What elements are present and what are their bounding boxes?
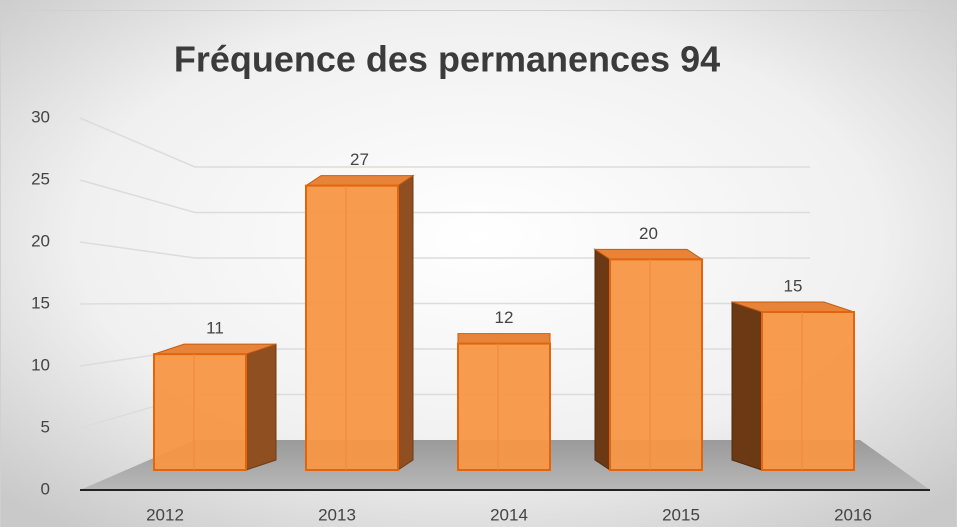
bar: [761, 311, 855, 471]
bar-side: [594, 248, 611, 471]
data-label: 15: [784, 276, 803, 295]
bar-top: [457, 333, 551, 345]
bar-side: [245, 343, 277, 471]
y-tick-label: 10: [31, 355, 50, 374]
x-tick-label: 2016: [834, 505, 872, 524]
bar-top: [593, 248, 704, 260]
y-tick-label: 15: [31, 293, 50, 312]
bar: [609, 258, 703, 472]
grid-line: [79, 117, 810, 168]
data-label: 27: [350, 150, 369, 169]
x-tick-label: 2013: [318, 505, 356, 524]
bar: [457, 342, 551, 472]
y-tick-label: 20: [31, 231, 50, 250]
bar: [153, 353, 247, 471]
data-label: 12: [495, 308, 514, 327]
bar-top: [304, 175, 415, 187]
data-label: 11: [206, 319, 224, 338]
x-tick-label: 2012: [146, 505, 184, 524]
bar: [305, 184, 399, 471]
y-tick-label: 5: [41, 417, 50, 436]
bar-side: [731, 301, 763, 471]
y-tick-label: 30: [31, 107, 50, 126]
x-tick-label: 2014: [490, 505, 528, 524]
y-tick-label: 25: [31, 169, 50, 188]
y-tick-label: 0: [41, 479, 50, 498]
chart-title: Fréquence des permanences 94: [174, 39, 720, 80]
bar-side: [397, 174, 414, 471]
x-tick-label: 2015: [662, 505, 700, 524]
data-label: 20: [639, 224, 658, 243]
grid-line: [79, 179, 810, 214]
